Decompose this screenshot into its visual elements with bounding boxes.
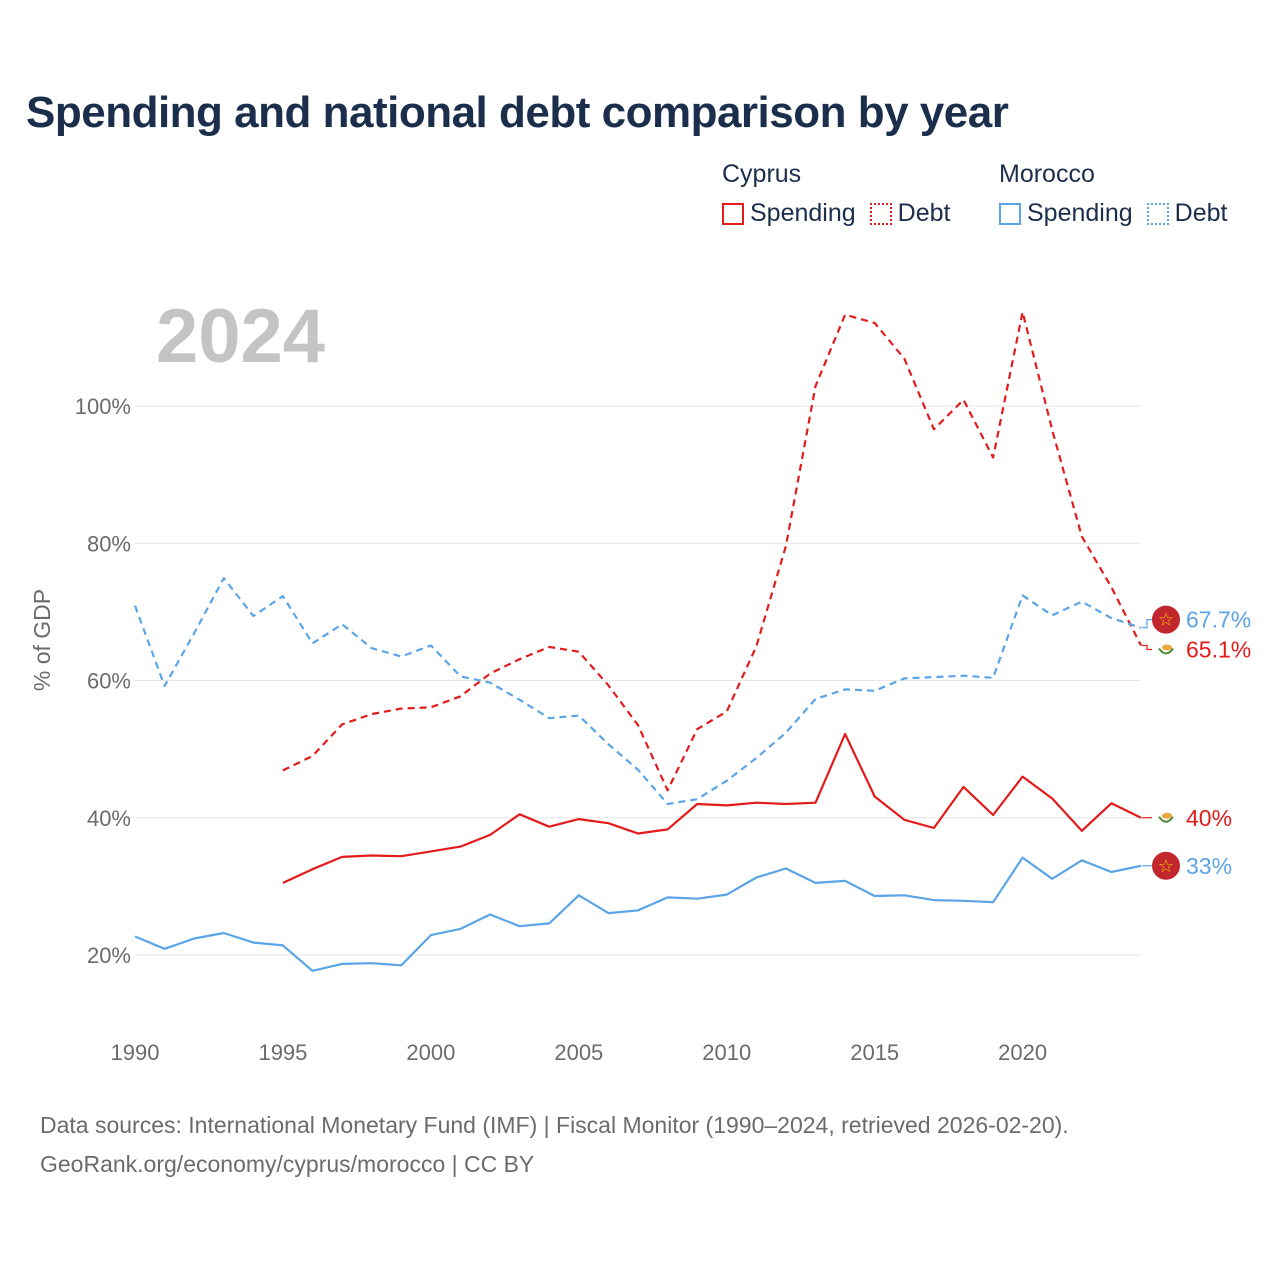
- dotted-swatch-icon: [1146, 202, 1169, 225]
- series-lines: [133, 310, 1142, 972]
- x-tick-label: 2010: [702, 1040, 751, 1065]
- footer-source: Data sources: International Monetary Fun…: [40, 1112, 1069, 1138]
- y-tick-label: 40%: [87, 806, 131, 831]
- legend-morocco-spending[interactable]: Spending: [999, 199, 1133, 228]
- y-axis: 20% 40% 60% 80% 100%: [75, 394, 131, 968]
- series-line-cyprus-debt[interactable]: [282, 310, 1142, 792]
- x-tick-label: 2020: [998, 1040, 1047, 1065]
- legend-cyprus: Cyprus Spending Debt: [722, 160, 964, 228]
- chart-title: Spending and national debt comparison by…: [26, 88, 1009, 137]
- cyprus-map-icon: [1162, 812, 1172, 819]
- end-labels: 40% 65.1% ☆ 33% ☆ 67.7%: [1142, 605, 1251, 880]
- legend-cyprus-spending[interactable]: Spending: [722, 199, 856, 228]
- end-value-label: 67.7%: [1186, 607, 1251, 633]
- morocco-flag-icon: [1152, 851, 1180, 880]
- morocco-star-icon: ☆: [1158, 610, 1174, 631]
- end-value-label: 65.1%: [1186, 637, 1251, 663]
- end-value-label: 33%: [1186, 853, 1232, 879]
- legend-label: Spending: [1027, 199, 1133, 227]
- series-line-morocco-debt[interactable]: [133, 577, 1142, 806]
- year-watermark: 2024: [156, 294, 325, 379]
- solid-swatch-icon: [999, 202, 1021, 225]
- legend-country-morocco: Morocco: [999, 160, 1095, 188]
- cyprus-map-icon: [1162, 644, 1172, 651]
- x-tick-label: 1990: [111, 1040, 160, 1065]
- morocco-flag-icon: [1152, 605, 1180, 634]
- end-value-label: 40%: [1186, 805, 1232, 831]
- legend-morocco-debt[interactable]: Debt: [1146, 199, 1228, 228]
- legend-label: Spending: [750, 199, 856, 227]
- series-line-cyprus-spending[interactable]: [282, 732, 1142, 884]
- x-tick-label: 2005: [554, 1040, 603, 1065]
- label-connector: [1142, 619, 1152, 629]
- x-axis: 1990 1995 2000 2005 2010 2015 2020: [111, 1040, 1048, 1065]
- solid-swatch-icon: [722, 202, 744, 225]
- x-tick-label: 1995: [258, 1040, 307, 1065]
- y-axis-label: % of GDP: [29, 589, 55, 691]
- olive-branch-icon: [1158, 816, 1174, 823]
- olive-branch-icon: [1158, 647, 1174, 655]
- footer-link[interactable]: GeoRank.org/economy/cyprus/morocco | CC …: [40, 1151, 535, 1177]
- y-tick-label: 100%: [75, 394, 131, 419]
- footer: Data sources: International Monetary Fun…: [40, 1106, 1069, 1184]
- y-tick-label: 80%: [87, 531, 131, 556]
- legend-label: Debt: [1174, 199, 1228, 227]
- y-tick-label: 20%: [87, 943, 131, 968]
- legend-label: Debt: [897, 199, 951, 227]
- y-tick-label: 60%: [87, 669, 131, 694]
- x-tick-label: 2015: [850, 1040, 899, 1065]
- x-tick-label: 2000: [406, 1040, 455, 1065]
- legend-cyprus-debt[interactable]: Debt: [869, 199, 951, 228]
- series-line-morocco-spending[interactable]: [134, 856, 1142, 972]
- legend-country-cyprus: Cyprus: [722, 160, 802, 188]
- label-connector: [1142, 644, 1152, 651]
- morocco-star-icon: ☆: [1158, 856, 1174, 877]
- legend-morocco: Morocco Spending Debt: [999, 160, 1241, 228]
- grid-lines: [135, 405, 1141, 956]
- dotted-swatch-icon: [869, 202, 892, 225]
